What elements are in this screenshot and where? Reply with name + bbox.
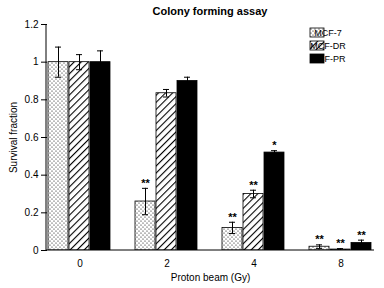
svg-text:**: **: [336, 237, 345, 249]
svg-text:0: 0: [33, 245, 39, 256]
svg-text:**: **: [249, 179, 258, 191]
svg-text:2: 2: [164, 258, 170, 269]
svg-text:**: **: [315, 233, 324, 245]
svg-text:**: **: [228, 211, 237, 223]
svg-text:0.2: 0.2: [25, 207, 39, 218]
svg-text:**: **: [357, 229, 366, 241]
svg-text:8: 8: [338, 258, 344, 269]
svg-text:MCF-PR: MCF-PR: [311, 54, 346, 64]
svg-text:1: 1: [33, 56, 39, 67]
svg-text:0.8: 0.8: [25, 94, 39, 105]
svg-text:0.6: 0.6: [25, 132, 39, 143]
svg-text:MCF-7: MCF-7: [314, 28, 342, 38]
svg-text:0.4: 0.4: [25, 169, 39, 180]
svg-text:1.2: 1.2: [25, 19, 39, 30]
svg-text:Survival fraction: Survival fraction: [8, 102, 19, 173]
svg-text:*: *: [272, 139, 277, 151]
svg-text:MCF-DR: MCF-DR: [310, 41, 346, 51]
svg-text:4: 4: [251, 258, 257, 269]
svg-text:Colony forming assay: Colony forming assay: [153, 5, 269, 17]
svg-text:**: **: [141, 177, 150, 189]
svg-text:0: 0: [77, 258, 83, 269]
svg-text:Proton beam (Gy): Proton beam (Gy): [171, 272, 250, 283]
